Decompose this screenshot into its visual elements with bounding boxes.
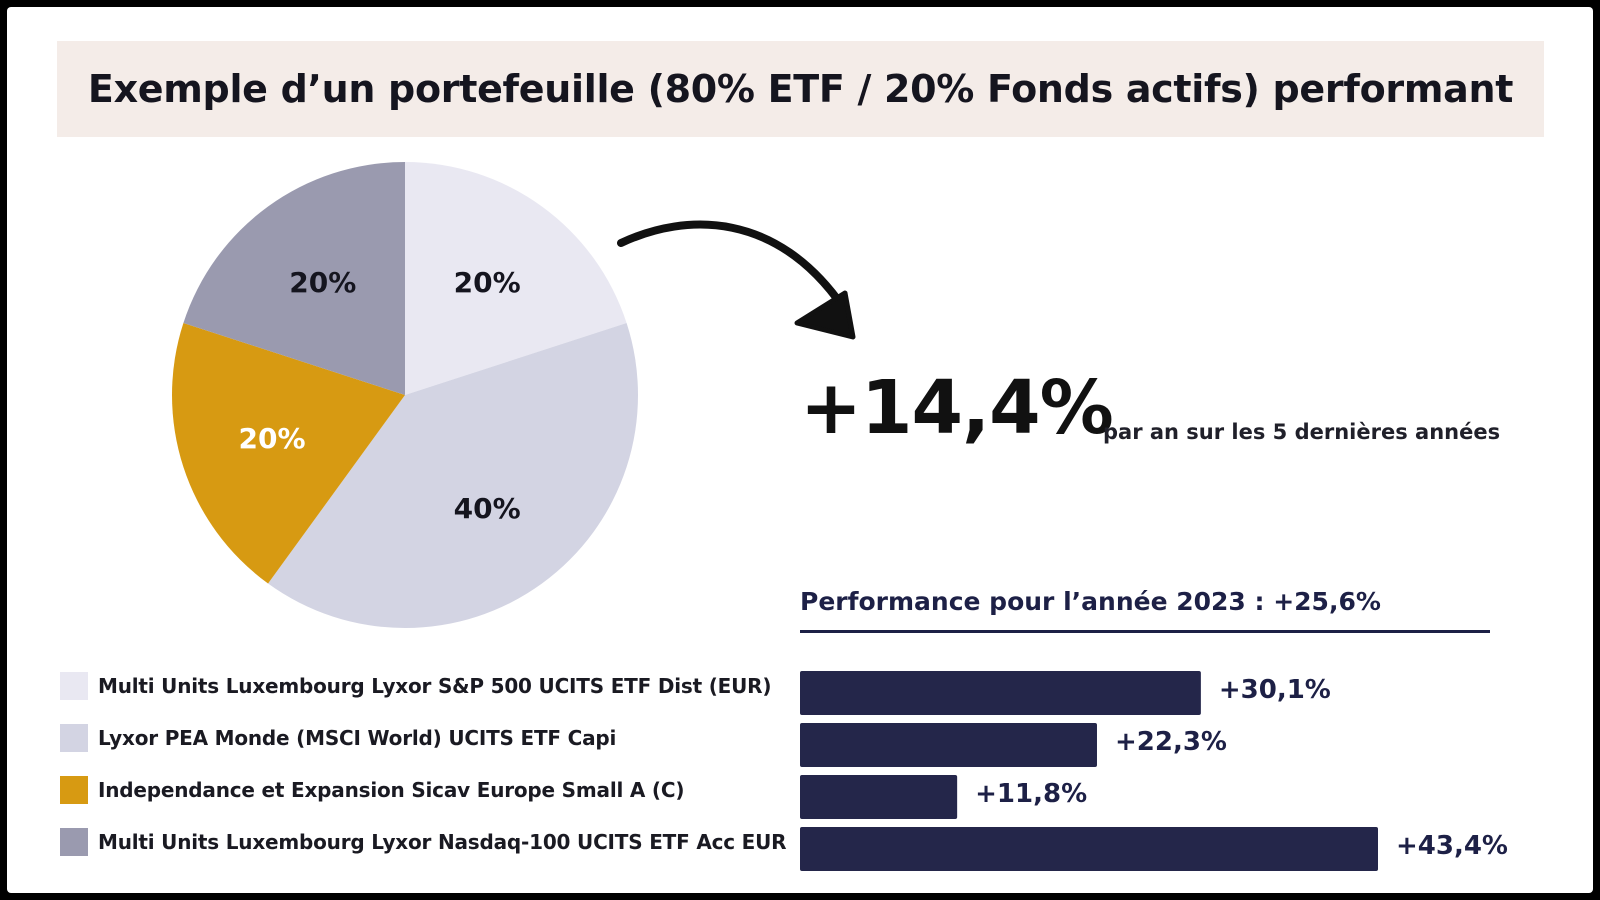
legend-item: Multi Units Luxembourg Lyxor S&P 500 UCI… [60, 671, 772, 701]
pie-slice-label: 20% [454, 266, 521, 299]
performance-bar [800, 827, 1378, 871]
performance-bar [800, 775, 958, 819]
performance-bar [800, 723, 1097, 767]
legend-label: Multi Units Luxembourg Lyxor Nasdaq-100 … [98, 830, 787, 854]
pie-slice-label: 20% [239, 422, 306, 455]
pie-chart: 20% 40% 20% 20% [172, 162, 639, 629]
page-title: Exemple d’un portefeuille (80% ETF / 20%… [87, 67, 1514, 111]
bars-title: Performance pour l’année 2023 : +25,6% [800, 587, 1381, 616]
bars-title-underline [800, 630, 1490, 633]
pie-slice [268, 322, 639, 629]
performance-bar-label: +11,8% [975, 779, 1087, 809]
performance-bar-label: +30,1% [1219, 675, 1331, 705]
pie-slice-label: 40% [454, 492, 521, 525]
title-banner: Exemple d’un portefeuille (80% ETF / 20%… [57, 41, 1544, 137]
legend-swatch [60, 724, 88, 752]
legend-item: Multi Units Luxembourg Lyxor Nasdaq-100 … [60, 827, 787, 857]
annual-performance-caption: par an sur les 5 dernières années [1103, 420, 1501, 444]
performance-bar [800, 671, 1201, 715]
legend-swatch [60, 672, 88, 700]
legend-label: Multi Units Luxembourg Lyxor S&P 500 UCI… [98, 674, 772, 698]
legend-label: Lyxor PEA Monde (MSCI World) UCITS ETF C… [98, 726, 617, 750]
legend-swatch [60, 828, 88, 856]
annual-performance-value: +14,4% [800, 365, 1114, 451]
legend-item: Independance et Expansion Sicav Europe S… [60, 775, 684, 805]
legend-swatch [60, 776, 88, 804]
pie-slice-label: 20% [289, 266, 356, 299]
legend-item: Lyxor PEA Monde (MSCI World) UCITS ETF C… [60, 723, 616, 753]
legend-label: Independance et Expansion Sicav Europe S… [98, 778, 685, 802]
performance-bar-chart: +30,1% +22,3% +11,8% +43,4% [800, 671, 1508, 871]
pie-slice [405, 162, 627, 395]
pie-slice [172, 322, 405, 584]
curved-arrow-icon [617, 220, 856, 340]
performance-bar-label: +22,3% [1115, 727, 1227, 757]
pie-slice [183, 162, 405, 395]
performance-bar-label: +43,4% [1396, 831, 1508, 861]
infographic-frame: Exemple d’un portefeuille (80% ETF / 20%… [7, 7, 1593, 893]
